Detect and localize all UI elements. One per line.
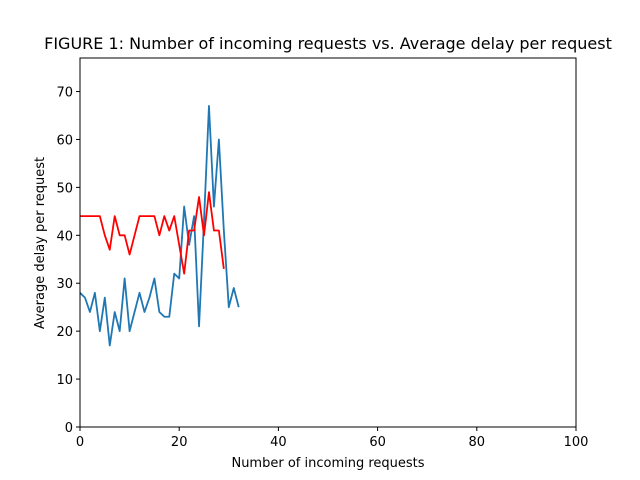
y-axis-label: Average delay per request: [33, 157, 48, 329]
x-tick-label: 60: [369, 435, 386, 450]
x-tick-label: 20: [171, 435, 188, 450]
x-tick-label: 40: [270, 435, 287, 450]
y-tick-label: 60: [56, 133, 73, 148]
y-tick-label: 0: [65, 421, 73, 436]
x-axis-label: Number of incoming requests: [231, 456, 424, 471]
y-tick-label: 20: [56, 325, 73, 340]
y-tick-label: 50: [56, 181, 73, 196]
plot-lines: [79, 105, 240, 347]
axes: 0 20 40 60 80 100 0 10 20 30 40 50 60 70: [56, 57, 589, 450]
y-tick-label: 70: [56, 86, 73, 101]
series-line-2: [80, 191, 225, 275]
series-line-1: [79, 105, 240, 347]
y-tick-label: 30: [56, 277, 73, 292]
y-tick-label: 10: [56, 373, 73, 388]
y-tick-label: 40: [56, 229, 73, 244]
x-tick-label: 80: [469, 435, 486, 450]
x-tick-label: 100: [564, 435, 589, 450]
x-tick-label: 0: [76, 435, 84, 450]
chart-title: FIGURE 1: Number of incoming requests vs…: [44, 34, 612, 53]
plot-frame: [79, 57, 577, 428]
